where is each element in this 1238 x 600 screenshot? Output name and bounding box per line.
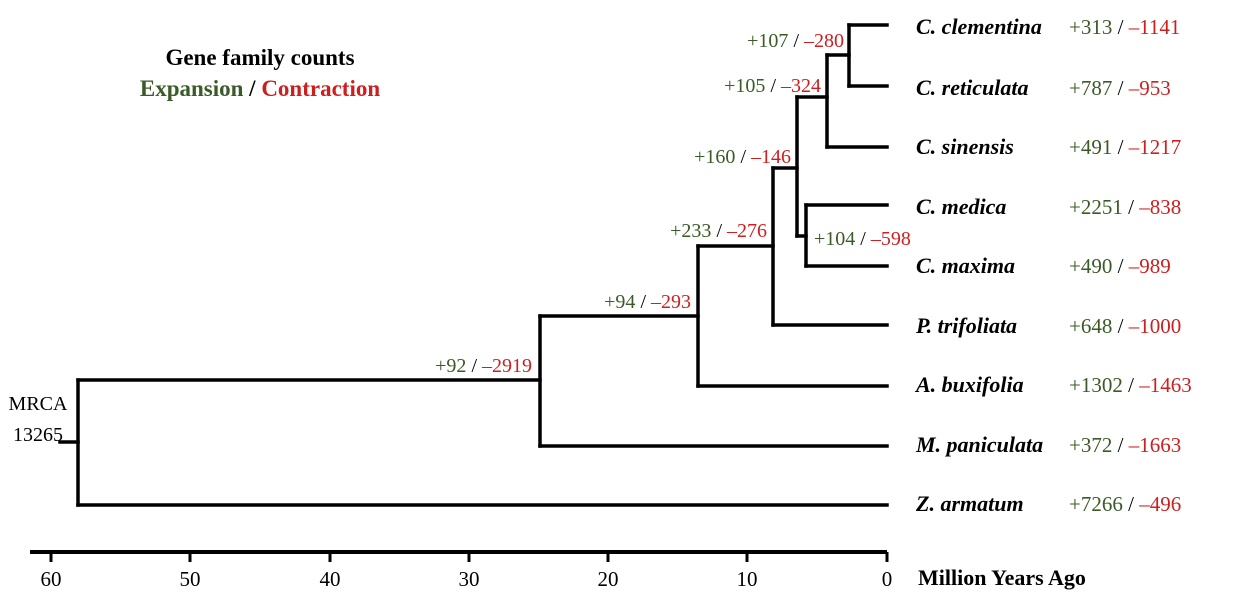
node-label: +94 / –293 (604, 291, 691, 313)
node-label: +160 / –146 (694, 146, 791, 168)
legend-expansion: Expansion (139, 76, 244, 101)
taxon-count: +372 / –1663 (1069, 433, 1181, 457)
axis-tick-label: 30 (459, 567, 480, 591)
taxon-name: C. sinensis (916, 134, 1014, 159)
taxon-count: +491 / –1217 (1069, 135, 1181, 159)
taxon-name: C. clementina (916, 14, 1042, 39)
axis-tick-label: 50 (180, 567, 201, 591)
legend: Gene family counts Expansion / Contracti… (100, 42, 420, 104)
legend-contraction: Contraction (261, 76, 381, 101)
taxon-count: +2251 / –838 (1069, 195, 1181, 219)
svg-text:+92 / –2919: +92 / –2919 (435, 355, 532, 377)
taxon-name: M. paniculata (915, 432, 1043, 457)
taxon-count: +787 / –953 (1069, 76, 1171, 100)
axis-label: Million Years Ago (918, 565, 1086, 590)
taxon-name: A. buxifolia (914, 372, 1024, 397)
svg-text:+233 / –276: +233 / –276 (670, 220, 767, 242)
axis-tick-label: 0 (882, 567, 893, 591)
node-label: +107 / –280 (747, 30, 844, 52)
taxon-count: +648 / –1000 (1069, 314, 1181, 338)
svg-text:+160 / –146: +160 / –146 (694, 146, 791, 168)
taxon-count: +7266 / –496 (1069, 492, 1181, 516)
taxon-count: +313 / –1141 (1069, 15, 1180, 39)
taxon-name: C. medica (916, 194, 1006, 219)
root-label: MRCA (9, 393, 68, 415)
svg-text:+104 / –598: +104 / –598 (814, 228, 911, 250)
tree-branches (58, 23, 889, 507)
taxon-name: Z. armatum (915, 491, 1024, 516)
taxon-count: +1302 / –1463 (1069, 373, 1192, 397)
taxon-name: C. maxima (916, 253, 1015, 278)
axis-ticks (49, 552, 889, 562)
svg-text:+105 / –324: +105 / –324 (724, 75, 821, 97)
svg-text:+107 / –280: +107 / –280 (747, 30, 844, 52)
axis-tick-label: 40 (320, 567, 341, 591)
node-label: +233 / –276 (670, 220, 767, 242)
node-label: +92 / –2919 (435, 355, 532, 377)
taxon-count: +490 / –989 (1069, 254, 1171, 278)
taxon-name: P. trifoliata (915, 313, 1017, 338)
axis-tick-label: 10 (737, 567, 758, 591)
taxon-name: C. reticulata (916, 75, 1028, 100)
taxon-labels: C. clementina C. reticulata C. sinensis … (914, 14, 1043, 516)
svg-text:+94 / –293: +94 / –293 (604, 291, 691, 313)
root-count: 13265 (13, 424, 63, 446)
axis-tick-label: 60 (41, 567, 62, 591)
legend-title: Gene family counts (165, 45, 355, 70)
taxon-counts: +313 / –1141 +787 / –953 +491 / –1217 +2… (1069, 15, 1192, 516)
axis-tick-labels: 60 50 40 30 20 10 0 (41, 567, 893, 591)
node-label: +105 / –324 (724, 75, 821, 97)
node-label: +104 / –598 (814, 228, 911, 250)
time-axis: 60 50 40 30 20 10 0 Million Years Ago (30, 550, 1086, 591)
legend-separator: / (249, 76, 256, 101)
axis-tick-label: 20 (598, 567, 619, 591)
